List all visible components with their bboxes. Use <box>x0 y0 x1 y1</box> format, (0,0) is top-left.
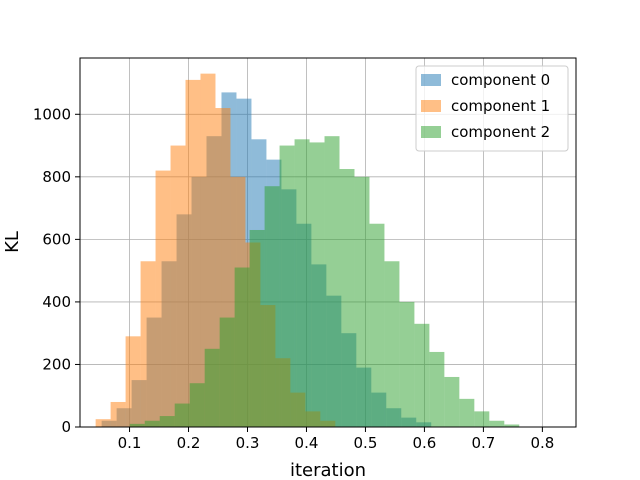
bars-group <box>95 73 520 428</box>
series-2-bars <box>129 136 520 428</box>
histogram-bar <box>144 420 160 427</box>
y-axis-label: KL <box>2 231 23 253</box>
y-tick-label: 800 <box>42 168 71 186</box>
histogram-bar <box>174 403 190 427</box>
histogram-bar <box>339 169 355 428</box>
x-axis-label: iteration <box>290 460 366 480</box>
histogram-bar <box>189 383 205 427</box>
histogram-bar <box>459 398 475 427</box>
histogram-bar <box>324 136 340 427</box>
x-axis-ticks: 0.1 0.2 0.3 0.4 0.5 0.6 0.7 0.8 <box>118 427 554 452</box>
histogram-bar <box>249 229 265 427</box>
histogram-bar <box>140 261 156 427</box>
x-tick-label: 0.4 <box>295 434 319 452</box>
histogram-bar <box>399 301 415 427</box>
y-tick-label: 200 <box>42 355 71 373</box>
histogram-bar <box>110 401 126 427</box>
histogram-bar <box>185 79 201 427</box>
histogram-bar <box>369 223 385 427</box>
y-tick-label: 0 <box>61 418 71 436</box>
x-tick-label: 0.1 <box>118 434 142 452</box>
histogram-bar <box>170 145 186 427</box>
x-tick-label: 0.3 <box>236 434 260 452</box>
y-tick-label: 400 <box>42 293 71 311</box>
histogram-bar <box>354 176 370 427</box>
histogram-bar <box>279 145 295 427</box>
histogram-bar <box>204 348 220 427</box>
x-tick-label: 0.8 <box>530 434 554 452</box>
x-tick-label: 0.2 <box>177 434 201 452</box>
legend-swatch <box>421 126 441 138</box>
y-axis-ticks: 0 200 400 600 800 1000 <box>33 105 80 436</box>
histogram-bar <box>155 170 171 427</box>
histogram-bar <box>234 267 250 427</box>
histogram-bar <box>264 186 280 427</box>
histogram-bar <box>444 376 460 427</box>
histogram-bar <box>504 424 520 427</box>
histogram-bar <box>489 420 505 427</box>
histogram-bar <box>159 416 175 427</box>
legend: component 0 component 1 component 2 <box>415 65 569 152</box>
x-tick-label: 0.5 <box>354 434 378 452</box>
histogram-bar <box>294 139 310 427</box>
legend-swatch <box>421 74 441 86</box>
histogram-bar <box>125 336 141 427</box>
legend-label: component 1 <box>451 97 550 115</box>
histogram-bar <box>95 419 111 427</box>
histogram-bar <box>200 73 216 427</box>
histogram-bar <box>414 323 430 427</box>
legend-label: component 2 <box>451 123 550 141</box>
plot-frame <box>79 57 577 428</box>
y-tick-label: 600 <box>42 230 71 248</box>
histogram-bar <box>309 142 325 428</box>
legend-label: component 0 <box>451 71 550 89</box>
histogram-bar <box>429 351 445 427</box>
legend-swatch <box>421 100 441 112</box>
histogram-bar <box>384 261 400 427</box>
histogram-bar <box>219 317 235 427</box>
legend-box <box>415 65 569 152</box>
y-tick-label: 1000 <box>33 105 71 123</box>
x-tick-label: 0.6 <box>412 434 436 452</box>
histogram-bar <box>474 411 490 427</box>
histogram-bar <box>129 423 145 427</box>
x-tick-label: 0.7 <box>471 434 495 452</box>
